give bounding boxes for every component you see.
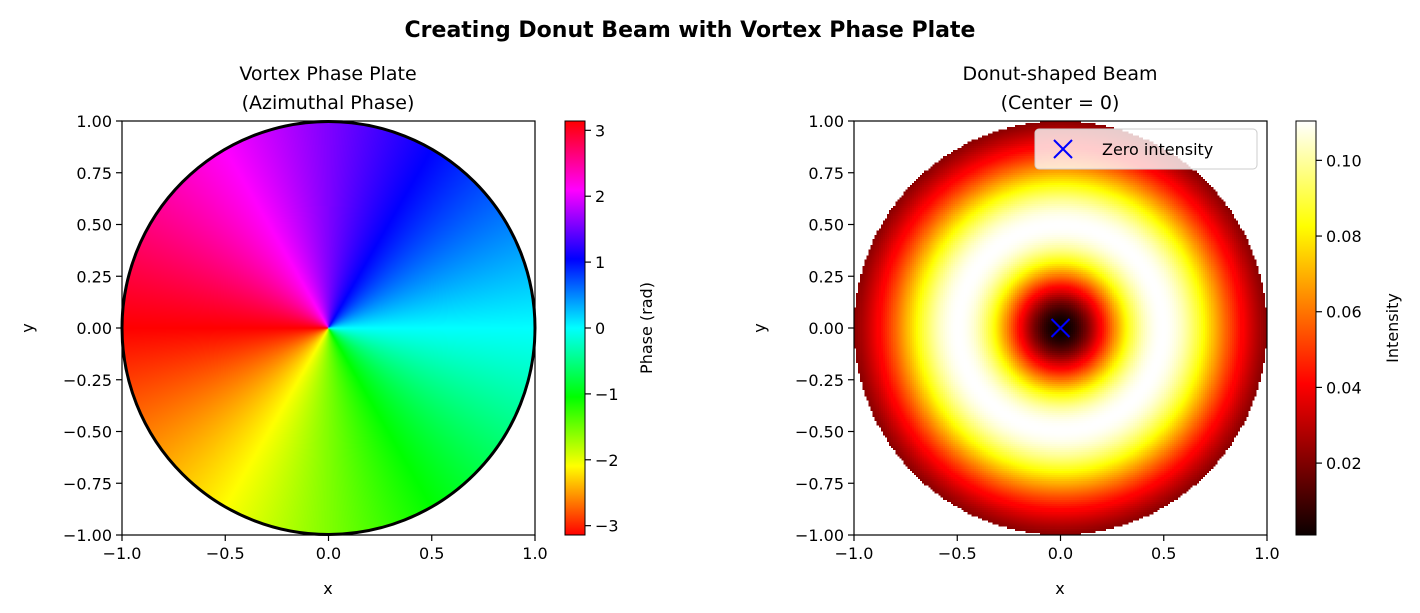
legend-box — [1034, 128, 1258, 170]
y-tick-label: −0.50 — [63, 423, 112, 442]
donut-beam-panel: Donut-shaped Beam (Center = 0) Zero inte… — [750, 63, 1402, 598]
y-tick-label: 0.50 — [808, 216, 844, 235]
phase-y-ticks: 1.00 0.75 0.50 0.25 0.00 −0.25 −0.50 −0.75 −1.00 — [63, 112, 122, 545]
phase-plate-title-line2: (Azimuthal Phase) — [242, 92, 415, 114]
figure-title: Creating Donut Beam with Vortex Phase Pl… — [405, 18, 976, 43]
x-tick-label: 0.5 — [1151, 544, 1176, 563]
donut-y-label: y — [750, 323, 769, 332]
phase-plate-title-line1: Vortex Phase Plate — [239, 63, 416, 85]
x-marker-icon — [1053, 139, 1073, 159]
colorbar-tick-label: 0.08 — [1326, 227, 1362, 246]
x-tick-label: 0.0 — [316, 544, 341, 563]
y-tick-label: −0.75 — [63, 474, 112, 493]
phase-y-label: y — [18, 323, 37, 332]
legend: Zero intensity — [1034, 128, 1258, 170]
phase-plate-panel: Vortex Phase Plate (Azimuthal Phase) −1.… — [18, 63, 656, 598]
x-tick-label: 1.0 — [1254, 544, 1279, 563]
phase-heatmap — [122, 121, 535, 535]
x-tick-label: 1.0 — [522, 544, 547, 563]
y-tick-label: 0.50 — [76, 216, 112, 235]
y-tick-label: −1.00 — [795, 526, 844, 545]
intensity-colorbar-ticks: 0.10 0.08 0.06 0.04 0.02 — [1316, 151, 1362, 473]
colorbar-tick-label: −2 — [595, 451, 619, 470]
intensity-colorbar — [1295, 120, 1317, 536]
y-tick-label: 0.00 — [808, 319, 844, 338]
zero-intensity-marker — [1050, 318, 1071, 338]
y-tick-label: 0.75 — [76, 164, 112, 183]
colorbar-tick-label: 0.04 — [1326, 378, 1362, 397]
colorbar-tick-label: 0.10 — [1326, 151, 1362, 170]
phase-x-ticks: −1.0 −0.5 0.0 0.5 1.0 — [103, 535, 548, 563]
y-tick-label: −1.00 — [63, 526, 112, 545]
donut-y-ticks: 1.00 0.75 0.50 0.25 0.00 −0.25 −0.50 −0.75 −1.00 — [795, 112, 854, 545]
x-tick-label: 0.0 — [1048, 544, 1073, 563]
y-tick-label: 0.25 — [808, 267, 844, 286]
colorbar-tick-label: 1 — [595, 253, 605, 272]
phase-x-label: x — [323, 579, 332, 598]
y-tick-label: −0.50 — [795, 423, 844, 442]
y-tick-label: −0.25 — [795, 371, 844, 390]
y-tick-label: −0.25 — [63, 371, 112, 390]
donut-title-line1: Donut-shaped Beam — [963, 63, 1158, 85]
phase-colorbar-label: Phase (rad) — [637, 282, 656, 374]
colorbar-tick-label: −1 — [595, 385, 619, 404]
donut-x-label: x — [1055, 579, 1064, 598]
x-tick-label: −0.5 — [206, 544, 245, 563]
y-tick-label: 0.75 — [808, 164, 844, 183]
x-tick-label: −1.0 — [835, 544, 874, 563]
donut-title-line2: (Center = 0) — [1001, 92, 1120, 114]
phase-colorbar-ticks: 3 2 1 0 −1 −2 −3 — [585, 121, 619, 536]
y-tick-label: 1.00 — [76, 112, 112, 131]
colorbar-tick-label: −3 — [595, 517, 619, 536]
intensity-colorbar-label: Intensity — [1383, 293, 1402, 363]
x-tick-label: −0.5 — [938, 544, 977, 563]
y-tick-label: 0.00 — [76, 319, 112, 338]
legend-marker-stroke — [1053, 139, 1073, 159]
colorbar-tick-label: 3 — [595, 121, 605, 140]
colorbar-tick-label: 0.06 — [1326, 303, 1362, 322]
y-tick-label: 0.25 — [76, 267, 112, 286]
x-tick-label: −1.0 — [103, 544, 142, 563]
phase-colorbar — [564, 120, 586, 536]
colorbar-tick-label: 0 — [595, 319, 605, 338]
y-tick-label: −0.75 — [795, 474, 844, 493]
y-tick-label: 1.00 — [808, 112, 844, 131]
colorbar-tick-label: 2 — [595, 187, 605, 206]
marker-stroke — [1050, 318, 1071, 338]
legend-entry-label: Zero intensity — [1102, 140, 1213, 159]
x-tick-label: 0.5 — [419, 544, 444, 563]
colorbar-tick-label: 0.02 — [1326, 454, 1362, 473]
donut-x-ticks: −1.0 −0.5 0.0 0.5 1.0 — [835, 535, 1280, 563]
